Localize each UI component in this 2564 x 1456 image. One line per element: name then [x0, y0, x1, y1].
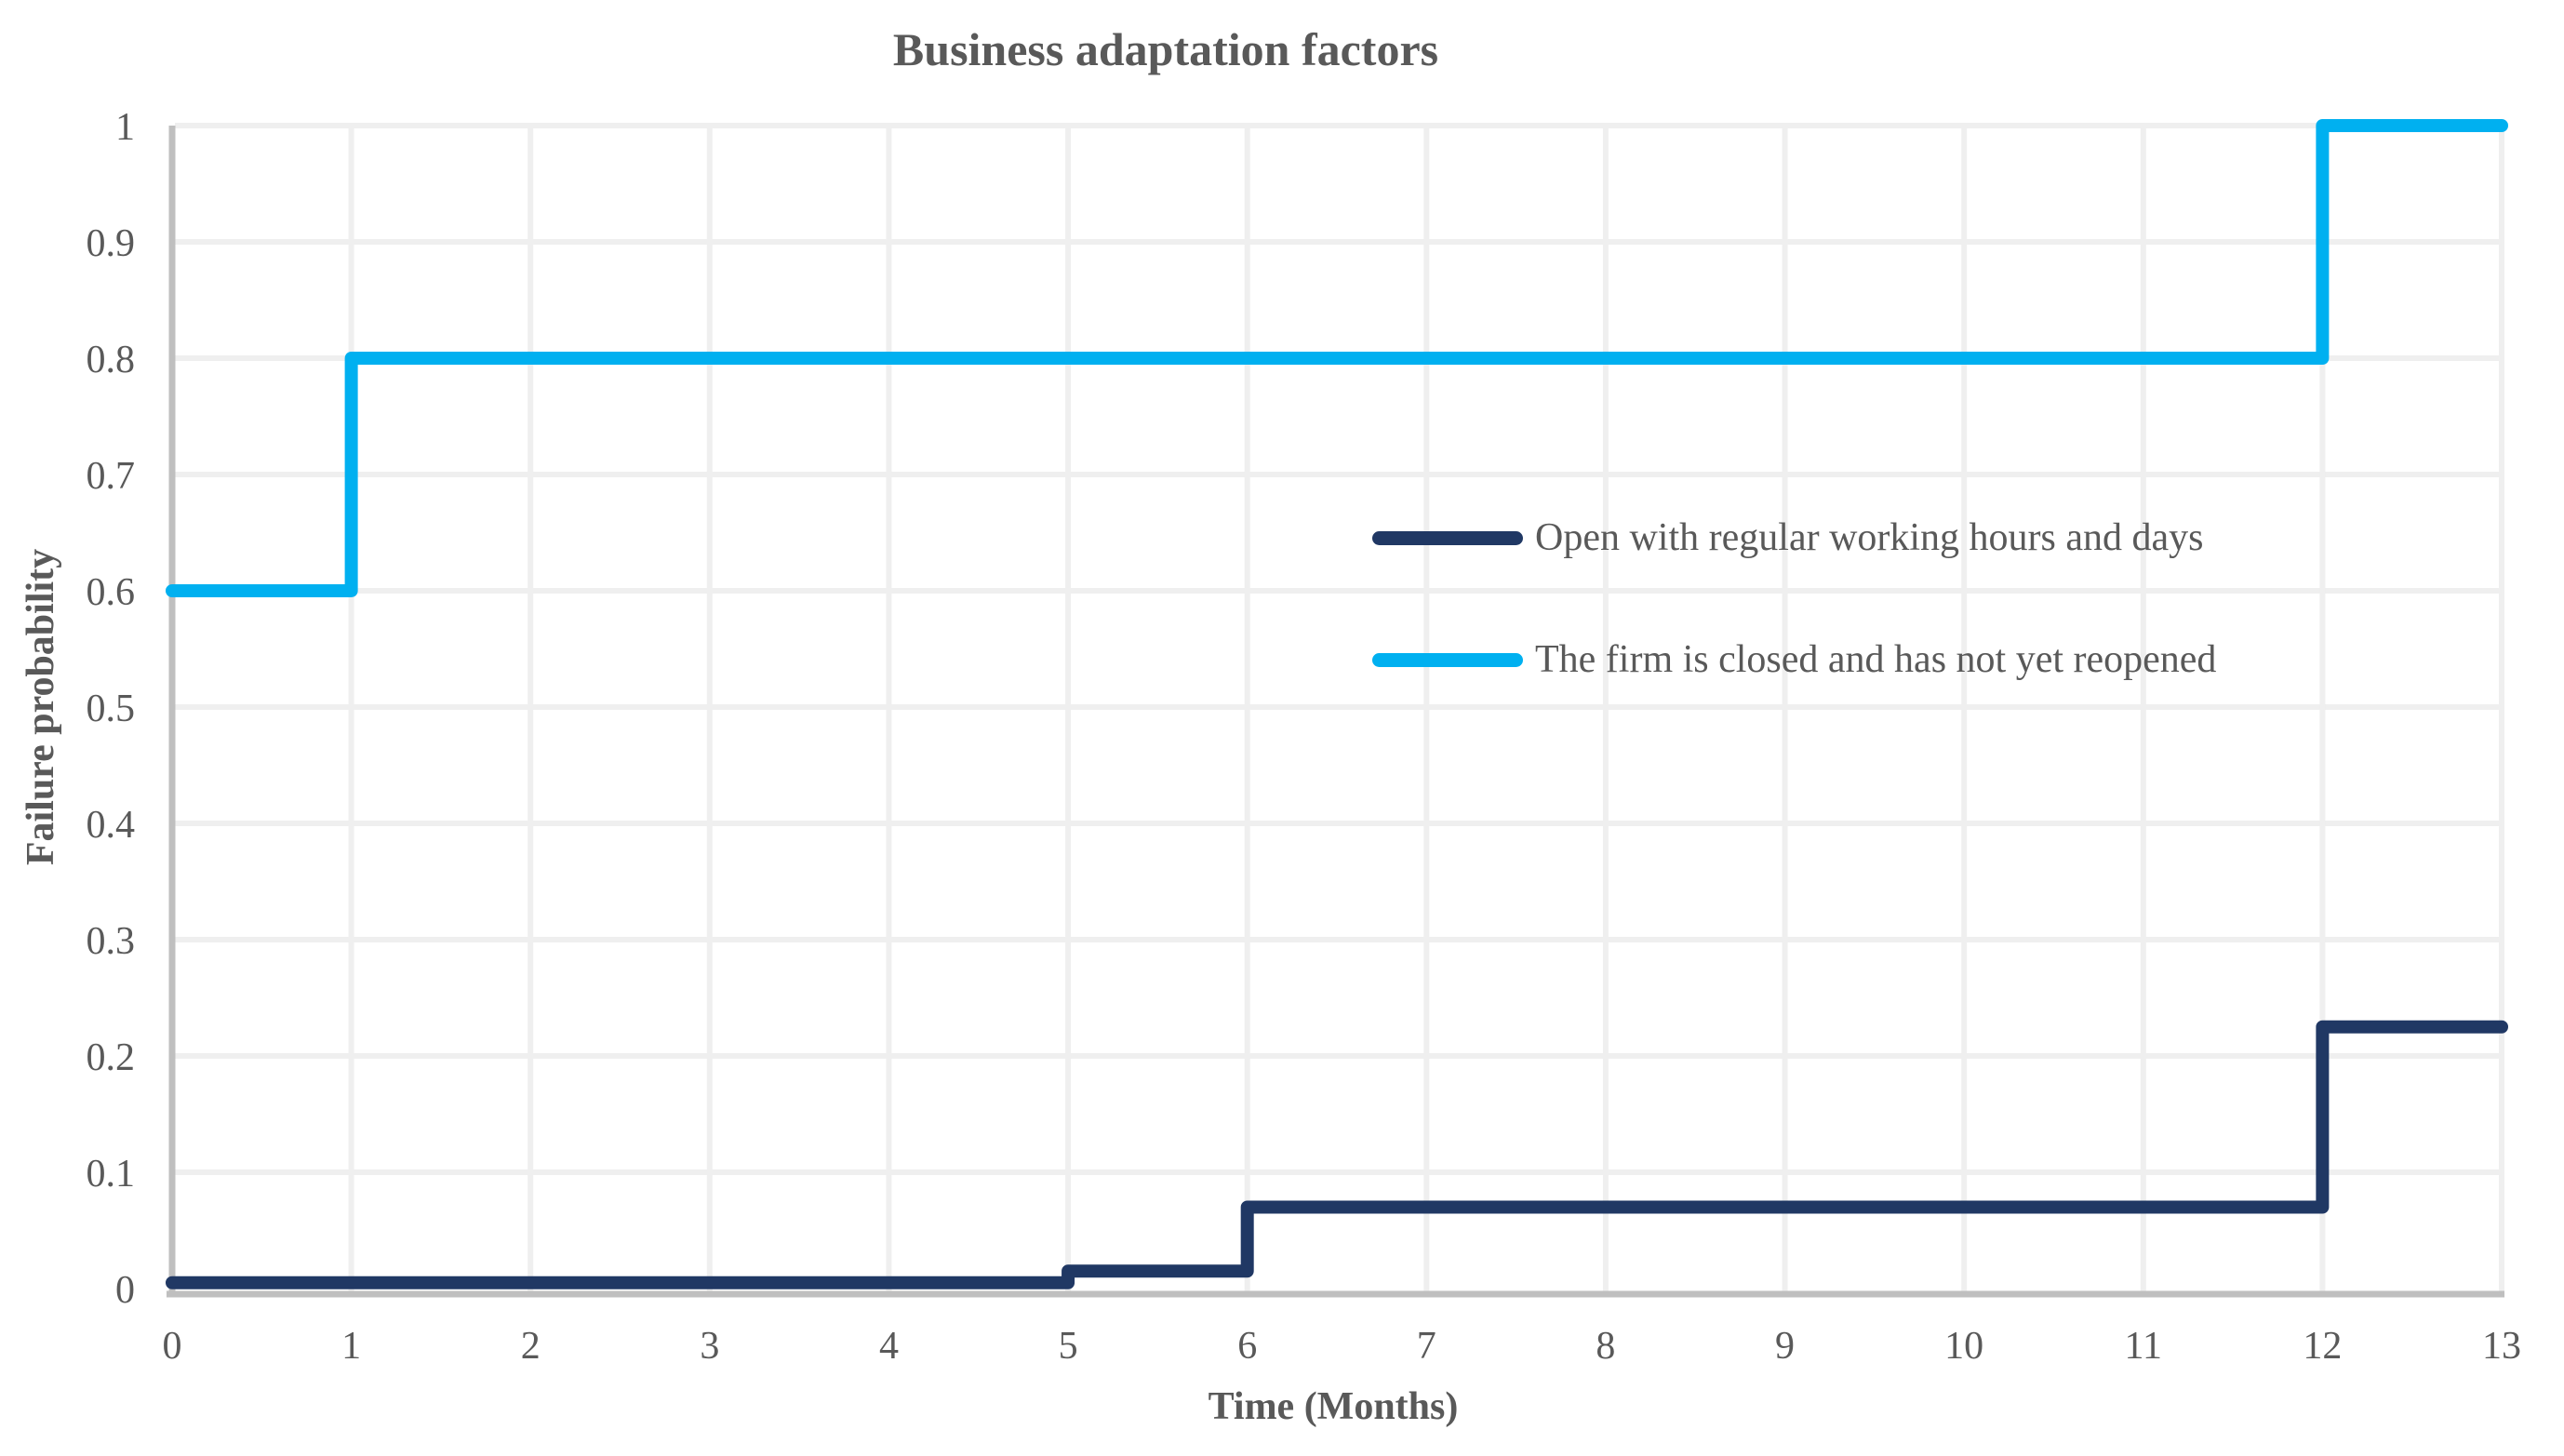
x-tick-label: 9: [1775, 1325, 1795, 1368]
series-line-0: [166, 1020, 2508, 1289]
chart-title: Business adaptation factors: [892, 23, 1439, 75]
y-tick-label: 0.8: [87, 339, 136, 381]
x-axis-title: Time (Months): [1208, 1385, 1459, 1428]
y-tick-label: 1: [115, 106, 135, 149]
legend-item-closed: The firm is closed and has not yet reope…: [1372, 637, 2216, 682]
x-tick-label: 2: [521, 1325, 541, 1368]
y-tick-label: 0.3: [87, 920, 136, 963]
x-tick-label: 10: [1944, 1325, 1983, 1368]
x-tick-label: 13: [2482, 1325, 2521, 1368]
x-tick-label: 0: [163, 1325, 182, 1368]
y-tick-label: 0: [115, 1269, 135, 1312]
legend-item-open: Open with regular working hours and days: [1372, 515, 2204, 560]
y-tick-label: 0.5: [87, 688, 136, 730]
x-tick-label: 1: [341, 1325, 361, 1368]
x-tick-label: 3: [700, 1325, 719, 1368]
y-axis-title: Failure probability: [20, 548, 62, 866]
y-tick-label: 0.1: [87, 1153, 136, 1196]
x-tick-label: 7: [1417, 1325, 1436, 1368]
y-tick-label: 0.9: [87, 222, 136, 265]
legend-label-open: Open with regular working hours and days: [1535, 516, 2204, 559]
legend-label-closed: The firm is closed and has not yet reope…: [1535, 638, 2217, 681]
legend-swatch-open: [1372, 530, 1523, 545]
y-tick-label: 0.6: [87, 571, 136, 614]
x-tick-label: 6: [1237, 1325, 1257, 1368]
y-tick-label: 0.4: [87, 804, 136, 847]
y-tick-label: 0.7: [87, 455, 136, 498]
x-tick-label: 4: [879, 1325, 899, 1368]
x-tick-label: 11: [2125, 1325, 2162, 1368]
legend-swatch-closed: [1372, 652, 1523, 667]
x-tick-label: 12: [2303, 1325, 2342, 1368]
x-tick-label: 5: [1059, 1325, 1078, 1368]
x-tick-label: 8: [1596, 1325, 1615, 1368]
y-tick-label: 0.2: [87, 1036, 136, 1079]
series-line-1: [166, 119, 2508, 597]
